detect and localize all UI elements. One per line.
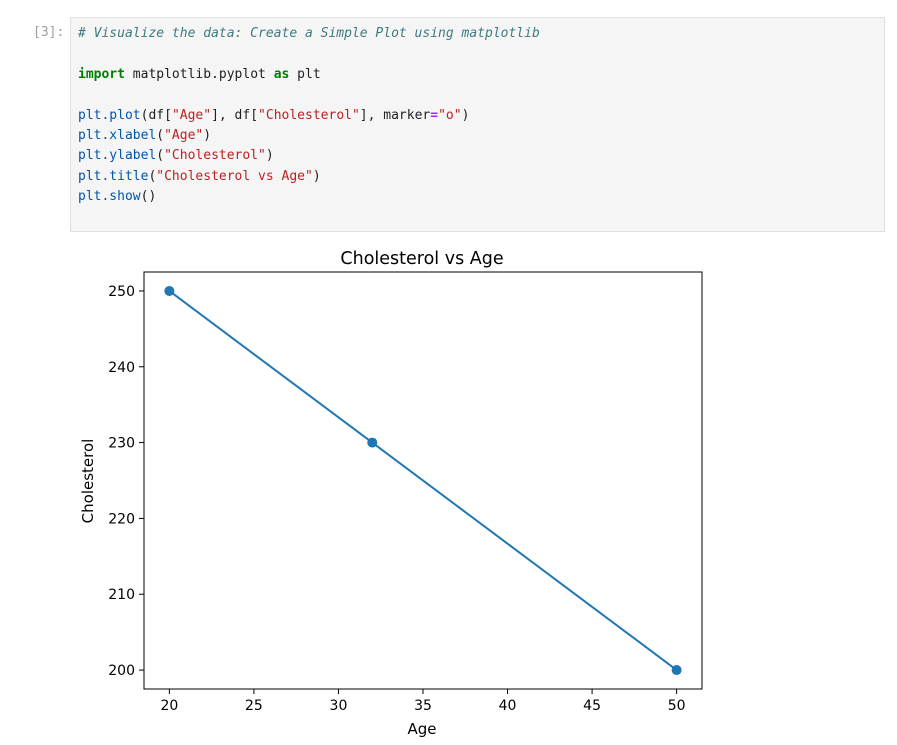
x-tick-label: 50 <box>668 698 686 714</box>
code-plot-str-age: "Age" <box>171 107 212 123</box>
code-ylabel-fn: plt.ylabel <box>78 148 157 164</box>
x-tick-label: 35 <box>414 698 432 714</box>
code-show-fn: plt.show <box>78 189 141 205</box>
code-ylabel-open: ( <box>156 148 165 164</box>
code-ylabel-close: ) <box>265 148 274 164</box>
series-layer <box>164 285 682 676</box>
code-line-import: import matplotlib.pyplot as plt <box>78 65 877 85</box>
code-import-module: matplotlib.pyplot <box>124 66 274 82</box>
line-chart: Cholesterol vs Age Age Cholesterol 20 25 3… <box>79 249 703 738</box>
y-tick-label: 220 <box>108 511 135 527</box>
code-import-alias: plt <box>289 66 321 82</box>
code-show-args: () <box>140 189 157 205</box>
code-line-blank-2 <box>78 85 877 105</box>
y-tick-label: 240 <box>108 360 135 376</box>
y-tick-label: 250 <box>108 284 135 300</box>
y-tick-label: 200 <box>108 663 135 679</box>
code-cell[interactable]: # Visualize the data: Create a Simple Pl… <box>70 17 885 232</box>
code-as-keyword: as <box>273 66 290 82</box>
data-point <box>367 437 378 448</box>
y-tick-label: 210 <box>108 587 135 603</box>
code-plot-eq: = <box>430 107 439 123</box>
code-plot-str-chol: "Cholesterol" <box>258 107 360 123</box>
code-xlabel-str: "Age" <box>164 127 204 143</box>
code-plot-fn: plt.plot <box>78 107 141 123</box>
code-title-str: "Cholesterol vs Age" <box>156 168 313 184</box>
code-comment: # Visualize the data: Create a Simple Pl… <box>78 26 540 41</box>
y-axis-label: Cholesterol <box>79 439 97 524</box>
code-line-plot: plt.plot(df["Age"], df["Cholesterol"], m… <box>78 106 877 126</box>
x-axis-label: Age <box>407 720 436 738</box>
code-line-title: plt.title("Cholesterol vs Age") <box>78 167 877 187</box>
code-plot-args-1: (df[ <box>140 107 172 123</box>
code-title-open: ( <box>148 168 157 184</box>
x-tick-label: 20 <box>160 698 178 714</box>
x-tick-label: 40 <box>499 698 517 714</box>
data-point <box>164 285 175 296</box>
x-tick-label: 30 <box>330 698 348 714</box>
code-line-comment: # Visualize the data: Create a Simple Pl… <box>78 24 877 44</box>
code-xlabel-close: ) <box>203 127 212 143</box>
code-line-blank-1 <box>78 44 877 64</box>
code-title-close: ) <box>312 168 321 184</box>
code-xlabel-fn: plt.xlabel <box>78 127 157 143</box>
series-line <box>168 290 678 671</box>
x-tick-label: 25 <box>245 698 263 714</box>
plot-frame <box>143 271 703 690</box>
code-plot-str-marker: "o" <box>438 107 462 123</box>
code-line-show: plt.show() <box>78 187 877 207</box>
cell-prompt: [3]: <box>33 25 65 40</box>
y-tick-label: 230 <box>108 436 135 452</box>
code-line-xlabel: plt.xlabel("Age") <box>78 126 877 146</box>
code-plot-args-4: ) <box>461 107 470 123</box>
chart-title: Cholesterol vs Age <box>340 249 503 269</box>
code-ylabel-str: "Cholesterol" <box>164 148 266 164</box>
cell-output: Cholesterol vs Age Age Cholesterol 20 25 3… <box>70 240 730 740</box>
code-title-fn: plt.title <box>78 168 149 184</box>
x-tick-label: 45 <box>583 698 601 714</box>
code-import-keyword: import <box>78 66 125 82</box>
code-plot-args-2: ], df[ <box>211 107 259 123</box>
code-xlabel-open: ( <box>156 127 165 143</box>
code-line-ylabel: plt.ylabel("Cholesterol") <box>78 146 877 166</box>
data-point <box>671 665 682 676</box>
axis-ticks: 20 25 30 35 40 45 50 200 210 220 230 240 250 <box>108 284 685 714</box>
code-plot-args-3: ], marker <box>359 107 431 123</box>
